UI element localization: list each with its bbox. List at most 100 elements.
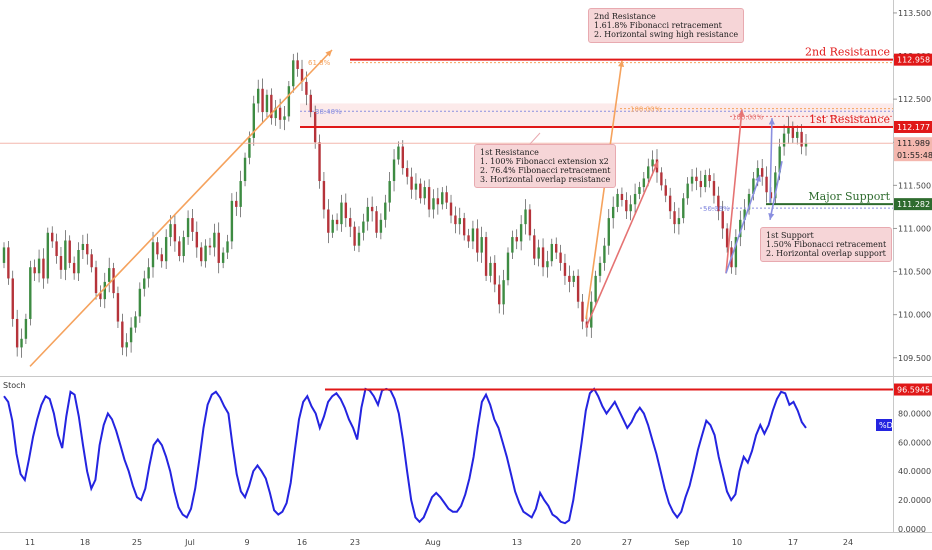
price-badge <box>894 137 932 162</box>
candle-body <box>695 176 698 182</box>
time-tick-label: 20 <box>571 538 581 547</box>
candle-body <box>572 275 575 282</box>
time-tick-label: 9 <box>244 538 249 547</box>
candle-body <box>576 275 580 302</box>
label-major-support: Major Support <box>808 190 890 203</box>
candle-body <box>441 192 444 205</box>
candle-body <box>397 146 400 160</box>
note-1st-support: 1st Support 1.50% Fibonacci retracement … <box>760 227 893 262</box>
candle-body <box>458 218 461 225</box>
stoch-tick-label: 80.0000 <box>898 409 931 418</box>
stoch-tick-label: 20.0000 <box>898 496 931 505</box>
price-badge <box>894 53 932 66</box>
candle-body <box>335 219 339 225</box>
candle-body <box>11 278 14 319</box>
candle-body <box>366 206 369 222</box>
candle-body <box>760 168 764 177</box>
time-tick-label: 23 <box>350 538 360 547</box>
candle-body <box>340 202 343 225</box>
candle-body <box>129 327 133 343</box>
candles <box>2 52 808 358</box>
candle-body <box>230 200 234 242</box>
candle-body <box>309 94 312 113</box>
time-tick-label: Sep <box>674 538 689 547</box>
candle-body <box>42 258 45 279</box>
candle-body <box>29 267 32 319</box>
arrow-blue-1 <box>725 174 761 274</box>
arrow-red-2 <box>725 109 743 274</box>
candle-body <box>362 221 365 233</box>
stoch-d-line <box>3 387 807 525</box>
candle-body <box>64 240 67 270</box>
arrow-blue-1-head <box>755 175 761 182</box>
candle-body <box>423 187 426 199</box>
candle-body <box>664 185 667 196</box>
candle-body <box>99 293 102 300</box>
candle-body <box>699 181 703 188</box>
note-2nd-resistance-line-1: 1.61.8% Fibonacci retracement <box>594 21 722 30</box>
time-tick-label: 18 <box>80 538 90 547</box>
candle-body <box>559 252 562 263</box>
stoch-tick-label: 0.0000 <box>898 525 926 534</box>
price-tick-label: 111.000 <box>898 224 931 233</box>
candle-body <box>537 247 540 259</box>
candle-body <box>515 237 518 242</box>
candle-body <box>739 219 742 238</box>
candle-body <box>511 237 514 253</box>
candle-body <box>414 183 418 190</box>
candle-body <box>493 262 497 285</box>
stoch-title: Stoch <box>3 381 26 390</box>
candle-body <box>436 198 440 205</box>
candle-body <box>195 231 199 248</box>
time-tick-label: 25 <box>132 538 142 547</box>
arrow-blue-2-head <box>768 118 775 125</box>
candle-body <box>59 256 63 270</box>
arrow-red-1-head <box>652 161 659 169</box>
time-tick-label: Jul <box>184 538 195 547</box>
candle-body <box>173 224 177 242</box>
candle-body <box>274 107 277 119</box>
candle-body <box>379 219 383 233</box>
note-1st-resistance-title: 1st Resistance <box>480 148 539 157</box>
candle-body <box>651 159 654 167</box>
candle-body <box>752 178 755 194</box>
candle-body <box>484 237 488 276</box>
candle-body <box>213 232 216 248</box>
arrow-blue-2 <box>769 118 773 203</box>
note-1st-support-line-1: 1.50% Fibonacci retracement <box>766 240 887 249</box>
candle-body <box>533 235 536 259</box>
price-badge-label: 111.989 <box>897 139 930 148</box>
candle-body <box>677 218 681 225</box>
price-badge-countdown: 01:55:48 <box>897 151 932 160</box>
candle-body <box>528 209 532 236</box>
note-1st-resistance-line-1: 1. 100% Fibonacci extension x2 <box>480 157 609 166</box>
candle-body <box>243 157 247 182</box>
stoch-tick-label: 60.0000 <box>898 438 931 447</box>
candle-body <box>633 193 637 205</box>
candle-body <box>554 243 558 253</box>
candle-body <box>239 181 242 207</box>
resistance-zone <box>300 103 894 127</box>
arrow-june-rally-head <box>325 50 332 57</box>
candle-body <box>796 131 799 138</box>
arrow-red-1 <box>585 160 659 328</box>
candle-body <box>226 241 229 253</box>
price-tick-label: 110.500 <box>898 268 931 277</box>
candle-body <box>278 107 282 120</box>
candle-body <box>121 321 124 348</box>
candle-body <box>568 275 571 282</box>
candle-body <box>660 172 663 186</box>
candle-body <box>270 94 273 119</box>
note-2nd-resistance-title: 2nd Resistance <box>594 12 656 21</box>
candle-body <box>603 245 606 263</box>
candle-body <box>33 267 36 274</box>
price-badge-label: 111.282 <box>897 200 930 209</box>
price-badge <box>894 120 932 133</box>
candle-body <box>357 232 361 246</box>
candle-body <box>156 242 159 255</box>
candle-body <box>747 193 751 210</box>
candle-body <box>147 267 150 279</box>
candle-body <box>134 316 137 328</box>
candle-body <box>686 183 689 199</box>
candle-body <box>292 60 295 87</box>
